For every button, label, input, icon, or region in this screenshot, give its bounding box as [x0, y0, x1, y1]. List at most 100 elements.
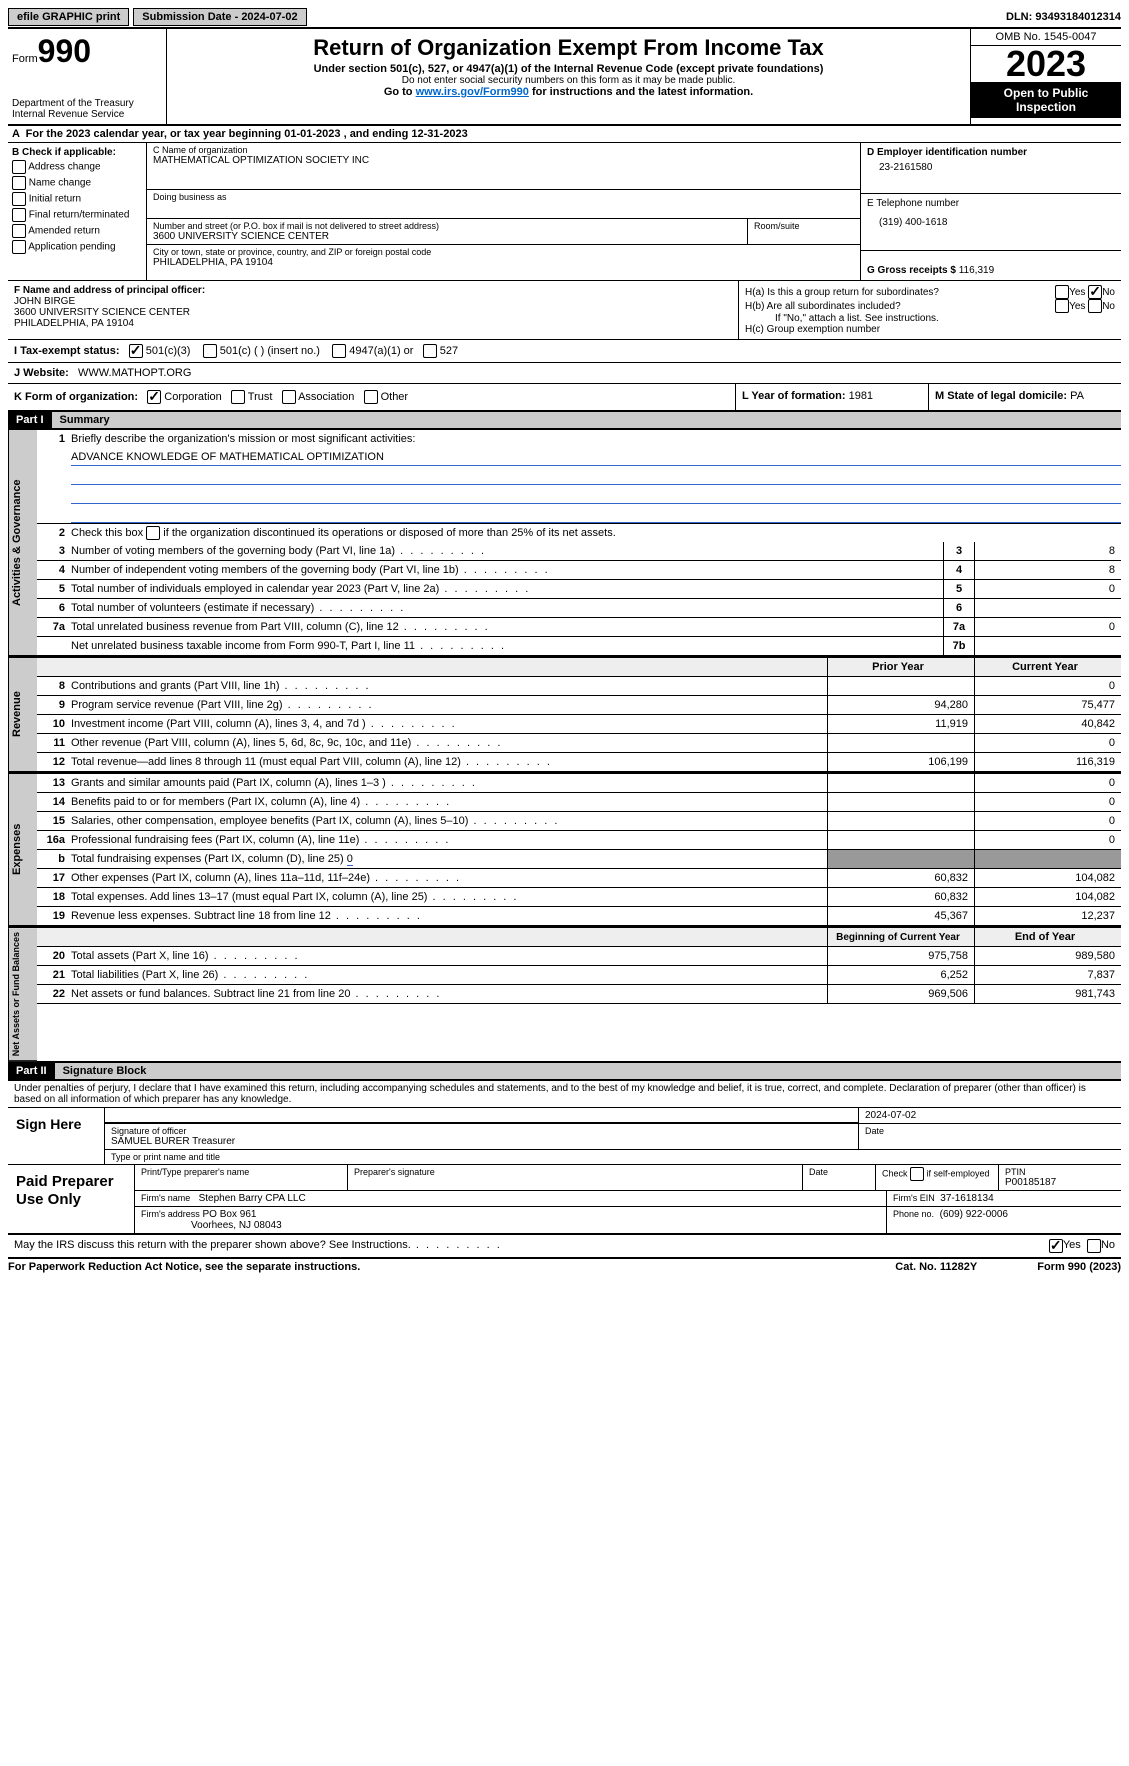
current-val: 12,237: [974, 907, 1121, 925]
part2-header: Part II Signature Block: [8, 1063, 1121, 1081]
part1-header: Part I Summary: [8, 412, 1121, 430]
501c3-checkbox[interactable]: [129, 344, 143, 358]
box-b-title: B Check if applicable:: [12, 147, 142, 158]
4947-checkbox[interactable]: [332, 344, 346, 358]
current-year-header: Current Year: [974, 658, 1121, 676]
form-number: 990: [38, 33, 91, 69]
line-desc: Investment income (Part VIII, column (A)…: [71, 716, 827, 732]
may-irs-discuss: May the IRS discuss this return with the…: [8, 1235, 1121, 1259]
current-val: 0: [974, 812, 1121, 830]
sign-here-block: Sign Here 2024-07-02 Signature of office…: [8, 1108, 1121, 1165]
prior-val: 106,199: [827, 753, 974, 771]
ha-no-checkbox[interactable]: [1088, 285, 1102, 299]
current-val: 989,580: [974, 947, 1121, 965]
city-label: City or town, state or province, country…: [153, 247, 854, 257]
discuss-no-checkbox[interactable]: [1087, 1239, 1101, 1253]
officer-name: JOHN BIRGE: [14, 296, 732, 307]
efile-print-button[interactable]: efile GRAPHIC print: [8, 8, 129, 26]
hb-yes-checkbox[interactable]: [1055, 299, 1069, 313]
form-title: Return of Organization Exempt From Incom…: [175, 35, 962, 61]
submission-date: Submission Date - 2024-07-02: [133, 8, 306, 26]
room-label: Room/suite: [754, 221, 854, 231]
ein-label: D Employer identification number: [867, 147, 1115, 158]
gov-line-val: 0: [974, 580, 1121, 598]
501c-checkbox[interactable]: [203, 344, 217, 358]
begin-year-header: Beginning of Current Year: [827, 928, 974, 946]
city-state-zip: PHILADELPHIA, PA 19104: [153, 257, 854, 268]
current-val: 104,082: [974, 888, 1121, 906]
governance-label: Activities & Governance: [8, 430, 37, 656]
addr-change-checkbox[interactable]: [12, 160, 26, 174]
line-desc: Salaries, other compensation, employee b…: [71, 813, 827, 829]
line-desc: Benefits paid to or for members (Part IX…: [71, 794, 827, 810]
gov-line-desc: Number of independent voting members of …: [71, 562, 943, 578]
dba-label: Doing business as: [153, 192, 854, 202]
prior-val: [827, 793, 974, 811]
gov-line-desc: Net unrelated business taxable income fr…: [71, 638, 943, 654]
line2-text: Check this box if the organization disco…: [71, 524, 1121, 542]
line-desc: Net assets or fund balances. Subtract li…: [71, 986, 827, 1002]
footer: For Paperwork Reduction Act Notice, see …: [8, 1259, 1121, 1273]
initial-return-checkbox[interactable]: [12, 192, 26, 206]
ein-value: 23-2161580: [867, 158, 1115, 173]
goto-prefix: Go to: [384, 86, 416, 98]
officer-addr2: PHILADELPHIA, PA 19104: [14, 318, 732, 329]
ha-yes-checkbox[interactable]: [1055, 285, 1069, 299]
527-checkbox[interactable]: [423, 344, 437, 358]
trust-checkbox[interactable]: [231, 390, 245, 404]
prior-val: 975,758: [827, 947, 974, 965]
prior-val: 45,367: [827, 907, 974, 925]
perjury-text: Under penalties of perjury, I declare th…: [8, 1081, 1121, 1108]
name-change-checkbox[interactable]: [12, 176, 26, 190]
line-desc: Grants and similar amounts paid (Part IX…: [71, 775, 827, 791]
org-name-label: C Name of organization: [153, 145, 854, 155]
gross-value: 116,319: [959, 265, 994, 276]
open-inspection: Open to Public Inspection: [971, 82, 1121, 118]
current-val: 0: [974, 774, 1121, 792]
gov-line-val: 0: [974, 618, 1121, 636]
form-label: Form: [12, 53, 38, 65]
org-info-block: B Check if applicable: Address change Na…: [8, 143, 1121, 280]
current-val: 7,837: [974, 966, 1121, 984]
preparer-block: Paid Preparer Use Only Print/Type prepar…: [8, 1165, 1121, 1235]
firm-name: Stephen Barry CPA LLC: [199, 1193, 306, 1204]
current-val: 40,842: [974, 715, 1121, 733]
gov-line-val: 8: [974, 561, 1121, 579]
prior-val: [827, 677, 974, 695]
line2-checkbox[interactable]: [146, 526, 160, 540]
current-val: 0: [974, 734, 1121, 752]
ha-label: H(a) Is this a group return for subordin…: [745, 287, 1055, 298]
revenue-label: Revenue: [8, 658, 37, 772]
line-desc: Total revenue—add lines 8 through 11 (mu…: [71, 754, 827, 770]
app-pending-checkbox[interactable]: [12, 240, 26, 254]
current-val: 116,319: [974, 753, 1121, 771]
prior-val: [827, 734, 974, 752]
prior-val: [827, 812, 974, 830]
line-desc: Total liabilities (Part X, line 26): [71, 967, 827, 983]
prior-val: 60,832: [827, 888, 974, 906]
irs-label: Internal Revenue Service: [12, 109, 162, 120]
current-val: 0: [974, 793, 1121, 811]
gov-line-desc: Number of voting members of the governin…: [71, 543, 943, 559]
current-val: 75,477: [974, 696, 1121, 714]
discuss-yes-checkbox[interactable]: [1049, 1239, 1063, 1253]
amended-return-checkbox[interactable]: [12, 224, 26, 238]
irs-link[interactable]: www.irs.gov/Form990: [416, 86, 529, 98]
officer-label: F Name and address of principal officer:: [14, 285, 732, 296]
hb-no-checkbox[interactable]: [1088, 299, 1102, 313]
final-return-checkbox[interactable]: [12, 208, 26, 222]
line-desc: Revenue less expenses. Subtract line 18 …: [71, 908, 827, 924]
phone-value: (319) 400-1618: [867, 209, 1115, 228]
assoc-checkbox[interactable]: [282, 390, 296, 404]
row-klm: K Form of organization: Corporation Trus…: [8, 384, 1121, 412]
firm-addr2: Voorhees, NJ 08043: [191, 1220, 282, 1231]
corp-checkbox[interactable]: [147, 390, 161, 404]
addr-label: Number and street (or P.O. box if mail i…: [153, 221, 741, 231]
other-checkbox[interactable]: [364, 390, 378, 404]
prior-val: 11,919: [827, 715, 974, 733]
line-desc: Contributions and grants (Part VIII, lin…: [71, 678, 827, 694]
goto-suffix: for instructions and the latest informat…: [529, 86, 753, 98]
self-employed-checkbox[interactable]: [910, 1167, 924, 1181]
gov-line-val: 8: [974, 542, 1121, 560]
dln: DLN: 93493184012314: [1006, 11, 1121, 23]
